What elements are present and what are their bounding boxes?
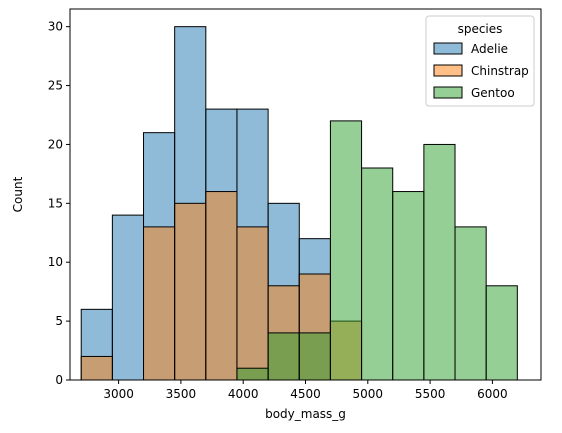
bars-layer bbox=[80, 26, 518, 381]
y-tick-label: 10 bbox=[48, 255, 63, 269]
y-axis: 0 5 10 15 20 25 30 bbox=[48, 20, 70, 387]
x-tick-label: 5000 bbox=[353, 387, 384, 401]
legend-swatch-adelie bbox=[433, 42, 463, 55]
legend-frame bbox=[425, 15, 535, 107]
x-tick-label: 5500 bbox=[415, 387, 446, 401]
bar-chinstrap-3 bbox=[174, 202, 207, 381]
x-tick-label: 3000 bbox=[103, 387, 134, 401]
bar-gentoo-10 bbox=[392, 191, 425, 381]
bar-gentoo-13 bbox=[485, 285, 518, 381]
legend-label-chinstrap: Chinstrap bbox=[471, 64, 529, 78]
y-tick-label: 15 bbox=[48, 196, 63, 210]
bar-chinstrap-2 bbox=[143, 226, 176, 381]
bar-gentoo-9 bbox=[361, 167, 394, 381]
x-tick-label: 4000 bbox=[228, 387, 259, 401]
legend-label-gentoo: Gentoo bbox=[471, 86, 515, 100]
bar-chinstrap-5 bbox=[236, 226, 269, 381]
bar-chinstrap-4 bbox=[205, 191, 238, 381]
y-tick-label: 0 bbox=[55, 373, 63, 387]
y-tick-label: 5 bbox=[55, 314, 63, 328]
bar-gentoo-5 bbox=[236, 367, 269, 381]
bar-gentoo-6 bbox=[267, 332, 300, 381]
bar-adelie-1 bbox=[111, 214, 145, 381]
x-tick-label: 4500 bbox=[290, 387, 321, 401]
legend-title: species bbox=[458, 22, 503, 36]
bar-chinstrap-0 bbox=[80, 355, 113, 381]
x-axis: 3000 3500 4000 4500 5000 5500 6000 bbox=[103, 380, 508, 401]
y-tick-label: 20 bbox=[48, 137, 63, 151]
y-axis-label: Count bbox=[11, 176, 25, 212]
bar-gentoo-11 bbox=[423, 143, 456, 381]
x-tick-label: 6000 bbox=[477, 387, 508, 401]
bar-gentoo-12 bbox=[454, 226, 487, 381]
legend-swatch-chinstrap bbox=[433, 64, 463, 77]
bar-gentoo-7 bbox=[298, 332, 331, 381]
legend: species Adelie Chinstrap Gentoo bbox=[425, 15, 535, 107]
y-tick-label: 30 bbox=[48, 20, 63, 34]
x-tick-label: 3500 bbox=[166, 387, 197, 401]
x-axis-label: body_mass_g bbox=[265, 407, 346, 421]
legend-label-adelie: Adelie bbox=[471, 42, 508, 56]
bar-gentoo-8 bbox=[329, 120, 363, 381]
y-tick-label: 25 bbox=[48, 79, 63, 93]
legend-swatch-gentoo bbox=[433, 86, 463, 99]
